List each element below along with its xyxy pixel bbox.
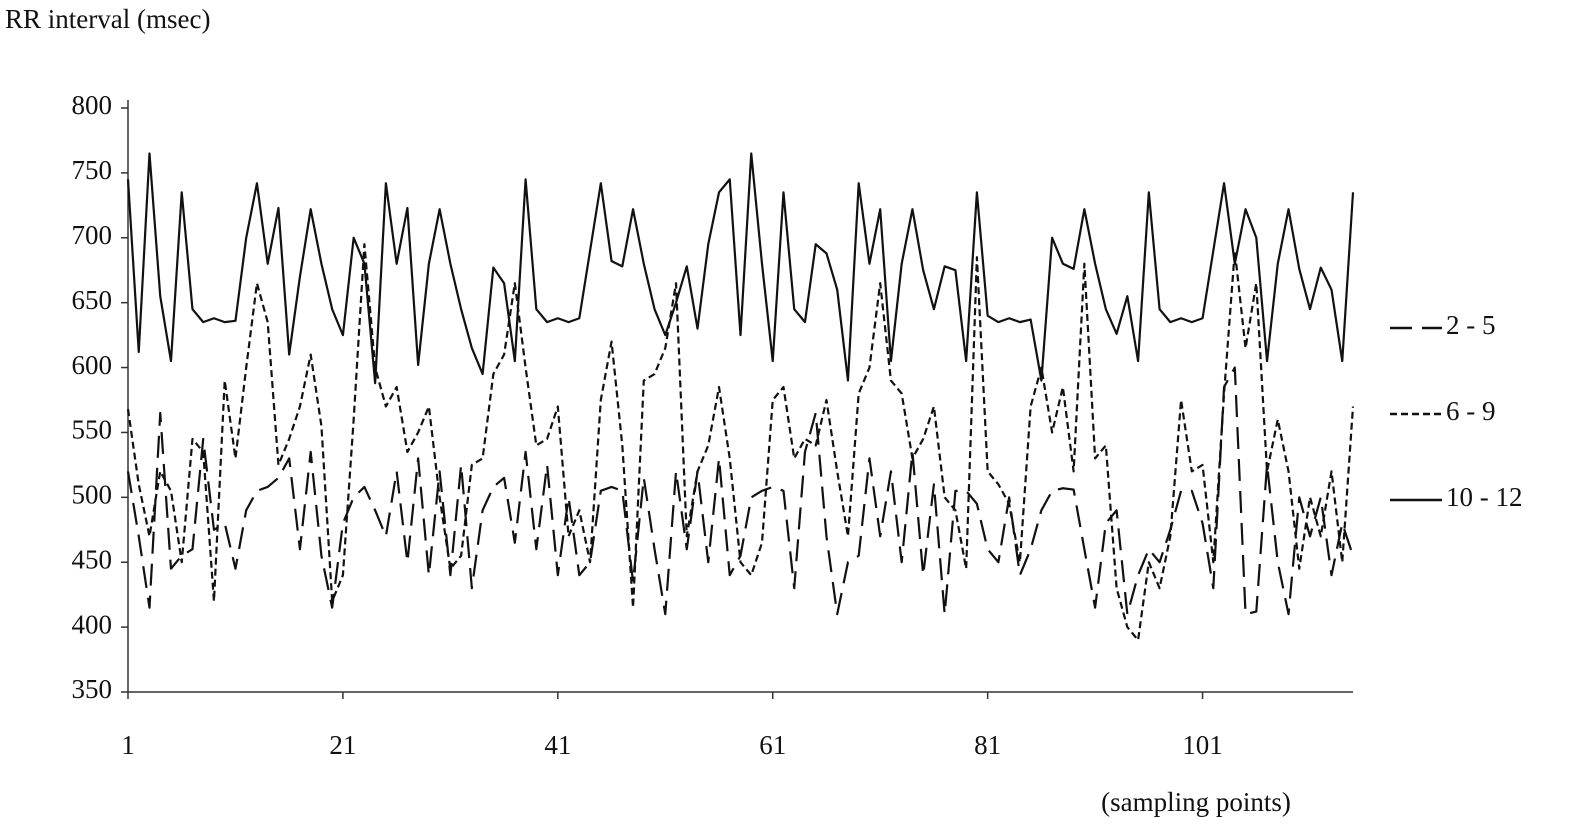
- y-tick-label: 800: [72, 90, 113, 120]
- y-tick-label: 600: [72, 350, 113, 380]
- x-tick-label: 61: [759, 730, 786, 760]
- x-tick-label: 41: [544, 730, 571, 760]
- y-tick-label: 650: [72, 285, 113, 315]
- y-tick-label: 350: [72, 674, 113, 704]
- y-tick-label: 400: [72, 609, 113, 639]
- legend-label: 10 - 12: [1446, 482, 1523, 512]
- y-tick-label: 550: [72, 415, 113, 445]
- series-line: [126, 243, 1355, 642]
- series-line: [126, 152, 1355, 385]
- y-tick-label: 450: [72, 544, 113, 574]
- y-tick-label: 750: [72, 155, 113, 185]
- y-tick-label: 500: [72, 480, 113, 510]
- x-axis-title: (sampling points): [1101, 787, 1291, 817]
- x-tick-label: 81: [974, 730, 1001, 760]
- legend-label: 2 - 5: [1446, 310, 1496, 340]
- y-tick-label: 700: [72, 220, 113, 250]
- y-axis-title: RR interval (msec): [5, 4, 210, 34]
- x-tick-label: 101: [1182, 730, 1223, 760]
- x-tick-label: 21: [329, 730, 356, 760]
- x-tick-label: 1: [121, 730, 135, 760]
- legend-label: 6 - 9: [1446, 396, 1496, 426]
- series-line: [126, 366, 1355, 616]
